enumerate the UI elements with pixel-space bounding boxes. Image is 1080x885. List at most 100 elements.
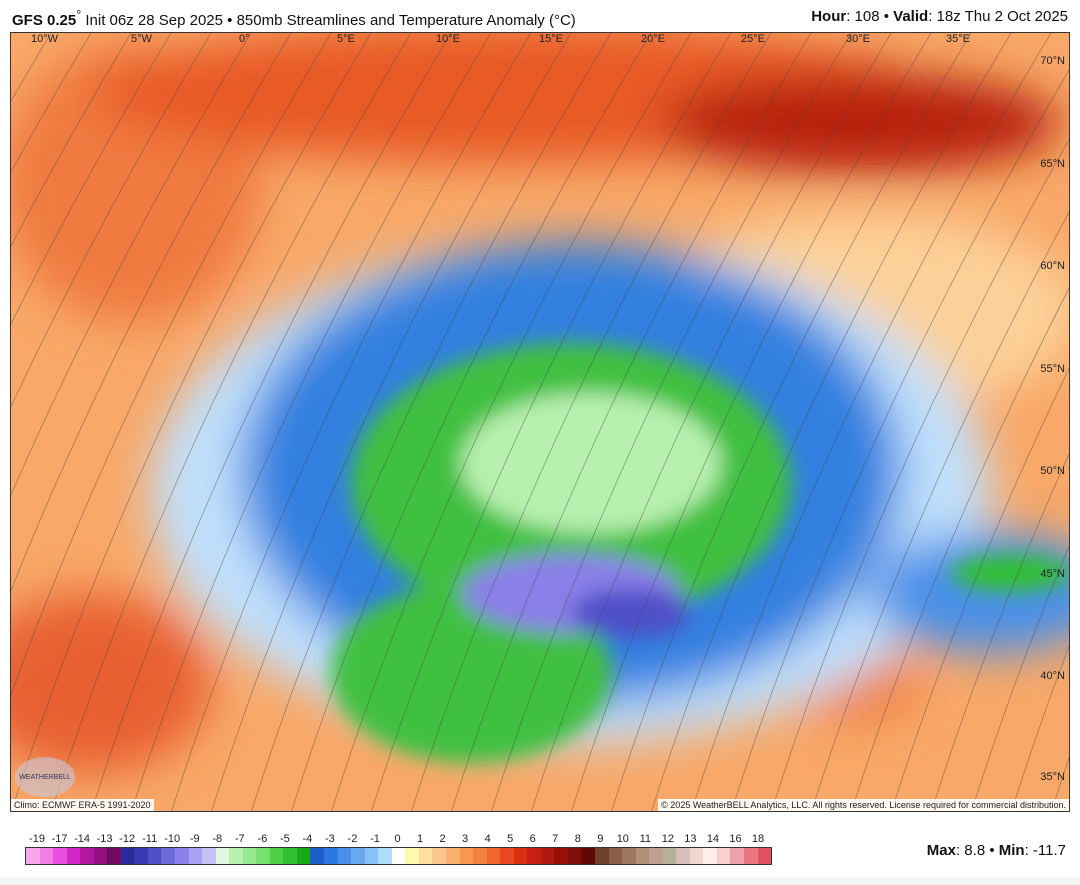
colorbar-swatch: [324, 848, 338, 864]
colorbar-swatch: [486, 848, 501, 864]
colorbar-label: 8: [574, 833, 581, 845]
colorbar-swatch: [703, 848, 717, 864]
colorbar-swatch: [229, 848, 243, 864]
streamline: [11, 33, 92, 173]
colorbar-swatch: [540, 848, 555, 864]
streamline: [851, 287, 1069, 811]
colorbar-label: 4: [484, 833, 491, 845]
colorbar-label: 3: [462, 833, 469, 845]
lon-label: 0°: [239, 33, 250, 45]
colorbar-label: -11: [142, 833, 158, 845]
colorbar-label: -1: [370, 833, 380, 845]
streamline: [171, 33, 532, 811]
colorbar-label: 13: [684, 833, 697, 845]
colorbar-swatch: [337, 848, 352, 864]
colorbar-swatch: [689, 848, 704, 864]
max-min: Max: 8.8 • Min: -11.7: [926, 842, 1066, 859]
colorbar-swatch: [120, 848, 135, 864]
lon-label: 5°E: [337, 33, 355, 45]
streamline: [251, 33, 612, 811]
colorbar-swatch: [445, 848, 460, 864]
colorbar-swatch: [391, 848, 406, 864]
map-title: GFS 0.25° Init 06z 28 Sep 2025 • 850mb S…: [12, 8, 576, 29]
streamline: [131, 33, 492, 811]
colorbar-label: -10: [164, 833, 181, 845]
colorbar-label: -13: [96, 833, 113, 845]
lat-label: 50°N: [1040, 465, 1065, 477]
colorbar-label: 2: [439, 833, 446, 845]
colorbar-swatch: [242, 848, 257, 864]
colorbar: [25, 847, 772, 865]
streamline: [451, 33, 812, 811]
colorbar-label: -4: [302, 833, 313, 845]
lat-label: 60°N: [1040, 260, 1065, 272]
lat-label: 45°N: [1040, 568, 1065, 580]
streamline: [51, 33, 412, 811]
colorbar-labels: -19 -17 -14 -13 -12 -11 -10 -9 -8 -7 -6 -5 -4 -3 -2 -1 0…: [25, 833, 770, 847]
colorbar-swatch: [730, 848, 744, 864]
streamline: [211, 33, 572, 811]
colorbar-swatch: [147, 848, 162, 864]
streamline: [11, 33, 212, 408]
streamline: [291, 33, 652, 811]
colorbar-label: 1: [416, 833, 424, 845]
streamline: [91, 33, 452, 811]
streamline: [11, 33, 332, 697]
lon-label: 25°E: [741, 33, 765, 45]
streamline: [731, 69, 1069, 811]
colorbar-swatch: [716, 848, 731, 864]
colorbar-swatch: [202, 848, 216, 864]
colorbar-swatch: [93, 848, 108, 864]
streamline: [1011, 645, 1069, 811]
streamline: [611, 33, 972, 811]
streamline: [491, 33, 852, 811]
streamlines: [11, 33, 1069, 811]
colorbar-swatch: [80, 848, 94, 864]
colorbar-label: 10: [616, 833, 629, 845]
colorbar-swatch: [554, 848, 568, 864]
colorbar-swatch: [649, 848, 663, 864]
streamline: [571, 33, 932, 811]
lon-label: 30°E: [846, 33, 870, 45]
colorbar-label: 5: [507, 833, 514, 845]
colorbar-label: 18: [751, 833, 765, 845]
colorbar-label: -2: [347, 833, 358, 845]
colorbar-label: -8: [212, 833, 223, 845]
colorbar-label: 0: [394, 833, 401, 845]
streamline: [931, 453, 1069, 811]
colorbar-label: 6: [529, 833, 536, 845]
lat-label: 40°N: [1040, 670, 1065, 682]
colorbar-swatch: [743, 848, 758, 864]
colorbar-swatch: [310, 848, 325, 864]
streamline: [11, 33, 172, 325]
colorbar-swatch: [567, 848, 582, 864]
colorbar-swatch: [351, 848, 365, 864]
lon-label: 15°E: [539, 33, 563, 45]
colorbar-swatch: [283, 848, 297, 864]
colorbar-swatch: [432, 848, 446, 864]
streamline: [691, 33, 1052, 811]
colorbar-label: 14: [706, 833, 720, 845]
streamline: [811, 211, 1069, 811]
colorbar-swatch: [134, 848, 148, 864]
lat-label: 55°N: [1040, 363, 1065, 375]
colorbar-swatch: [527, 848, 541, 864]
colorbar-label: 9: [597, 833, 604, 845]
colorbar-label: -6: [257, 833, 268, 845]
colorbar-swatch: [66, 848, 81, 864]
colorbar-swatch: [269, 848, 284, 864]
colorbar-label: 16: [729, 833, 742, 845]
colorbar-label: -9: [189, 833, 200, 845]
lon-label: 35°E: [946, 33, 970, 45]
lat-label: 35°N: [1040, 771, 1065, 783]
streamline: [371, 33, 732, 811]
colorbar-swatch: [513, 848, 528, 864]
streamline: [331, 33, 692, 811]
streamline: [891, 367, 1069, 811]
valid-time: Hour: 108 • Valid: 18z Thu 2 Oct 2025: [811, 8, 1068, 25]
temperature-anomaly-field: [11, 33, 1069, 811]
weatherbell-logo: WEATHERBELL: [15, 757, 75, 797]
colorbar-swatch: [473, 848, 487, 864]
colorbar-swatch: [53, 848, 67, 864]
colorbar-label: 11: [639, 833, 652, 845]
